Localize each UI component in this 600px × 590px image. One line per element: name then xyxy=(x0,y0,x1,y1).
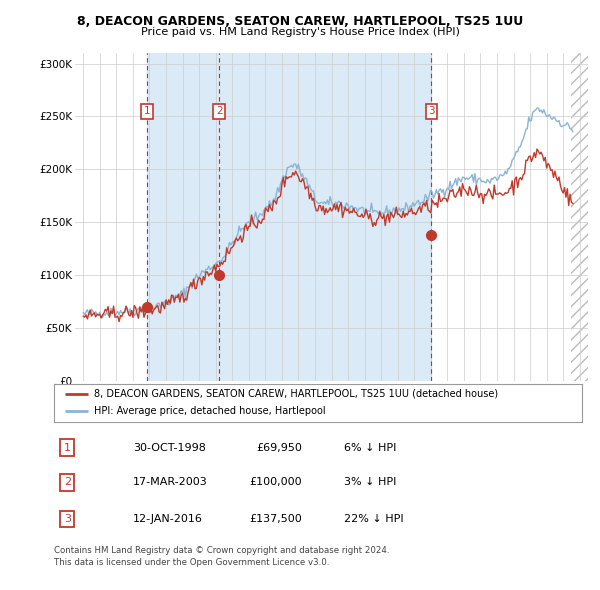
Text: This data is licensed under the Open Government Licence v3.0.: This data is licensed under the Open Gov… xyxy=(54,558,329,566)
Text: Price paid vs. HM Land Registry's House Price Index (HPI): Price paid vs. HM Land Registry's House … xyxy=(140,27,460,37)
Text: £100,000: £100,000 xyxy=(250,477,302,487)
Text: 3% ↓ HPI: 3% ↓ HPI xyxy=(344,477,397,487)
Text: 30-OCT-1998: 30-OCT-1998 xyxy=(133,443,206,453)
Text: HPI: Average price, detached house, Hartlepool: HPI: Average price, detached house, Hart… xyxy=(94,407,325,417)
Text: 3: 3 xyxy=(428,106,435,116)
Text: 3: 3 xyxy=(64,514,71,524)
Bar xyxy=(219,53,431,381)
Text: 17-MAR-2003: 17-MAR-2003 xyxy=(133,477,208,487)
Text: 2: 2 xyxy=(216,106,223,116)
Text: 1: 1 xyxy=(143,106,150,116)
Bar xyxy=(146,53,219,381)
Text: 6% ↓ HPI: 6% ↓ HPI xyxy=(344,443,397,453)
Text: 1: 1 xyxy=(64,443,71,453)
Bar xyxy=(571,53,588,381)
Text: 2: 2 xyxy=(64,477,71,487)
Text: 22% ↓ HPI: 22% ↓ HPI xyxy=(344,514,404,524)
Text: 12-JAN-2016: 12-JAN-2016 xyxy=(133,514,203,524)
Text: £137,500: £137,500 xyxy=(250,514,302,524)
Text: £69,950: £69,950 xyxy=(256,443,302,453)
Bar xyxy=(571,53,588,381)
Text: 8, DEACON GARDENS, SEATON CAREW, HARTLEPOOL, TS25 1UU: 8, DEACON GARDENS, SEATON CAREW, HARTLEP… xyxy=(77,15,523,28)
Text: Contains HM Land Registry data © Crown copyright and database right 2024.: Contains HM Land Registry data © Crown c… xyxy=(54,546,389,555)
Text: 8, DEACON GARDENS, SEATON CAREW, HARTLEPOOL, TS25 1UU (detached house): 8, DEACON GARDENS, SEATON CAREW, HARTLEP… xyxy=(94,389,498,399)
